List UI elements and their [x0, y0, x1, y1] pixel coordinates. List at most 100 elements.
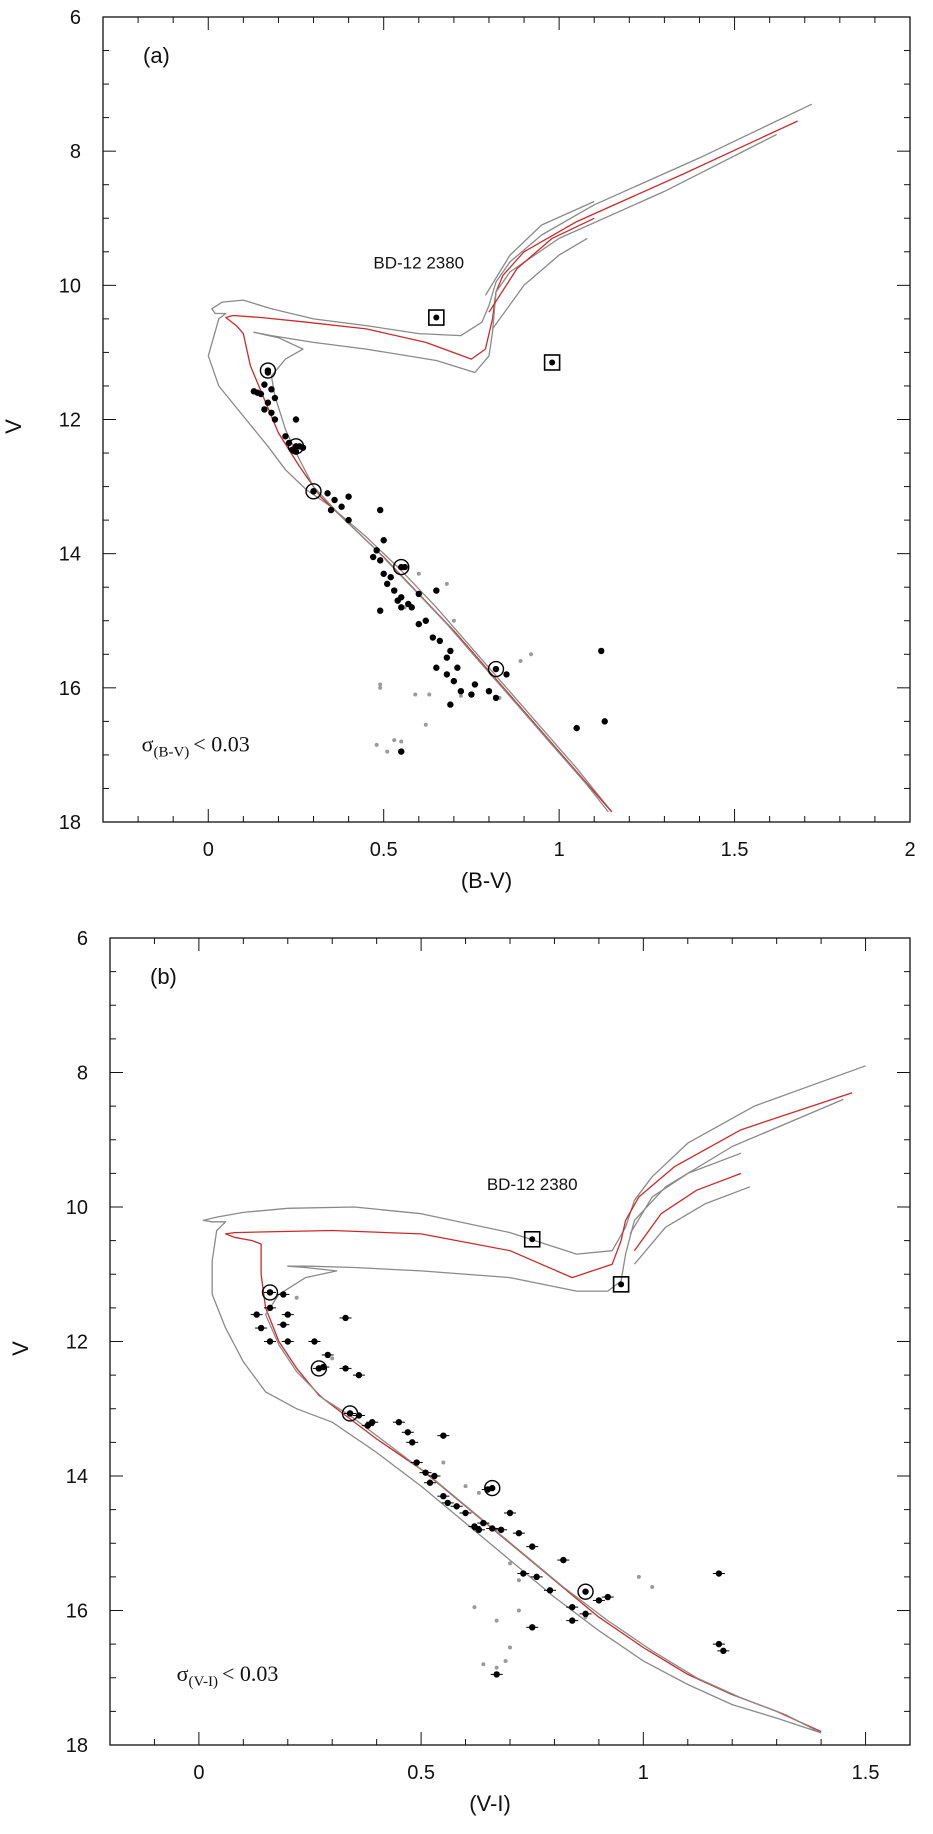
circled-star-ring [487, 660, 505, 678]
member-star [415, 620, 422, 628]
member-star [409, 1439, 416, 1446]
sigma-threshold: < 0.03 [222, 1661, 278, 1686]
member-star [529, 1543, 536, 1550]
isochrone-rgb-2 [488, 217, 595, 313]
x-tick-label: 0 [193, 1762, 204, 1784]
boxed-star-square [543, 354, 561, 371]
member-star [520, 1570, 527, 1577]
member-star [595, 1597, 603, 1604]
member-star [384, 580, 391, 588]
member-star [280, 1291, 287, 1298]
circled-star-ring [393, 558, 410, 576]
member-star [324, 490, 331, 497]
member-star [431, 1472, 438, 1480]
boxed-star-square [612, 1276, 630, 1293]
member-star [271, 394, 279, 402]
member-star [408, 604, 415, 611]
field-star [476, 1490, 481, 1495]
circled-star-ring [484, 1479, 501, 1497]
member-star [268, 386, 275, 393]
member-star [443, 671, 451, 678]
field-star [441, 1460, 446, 1465]
field-star [378, 685, 383, 690]
x-tick-label: 1 [638, 1762, 649, 1784]
boxed-star [433, 314, 440, 321]
isochrone-upper [207, 103, 813, 813]
boxed-star-square [523, 1230, 541, 1248]
member-star [311, 1338, 318, 1345]
panel-label: (a) [143, 43, 170, 68]
sigma-symbol: σ [142, 732, 154, 757]
member-star [485, 687, 493, 695]
field-star [392, 738, 397, 743]
field-star [423, 722, 428, 727]
isochrone-upper [202, 1065, 866, 1734]
field-star [516, 1608, 521, 1613]
member-star [369, 553, 377, 561]
member-star [261, 406, 268, 413]
member-star [454, 664, 461, 671]
field-star [330, 1356, 335, 1361]
field-star [494, 1665, 499, 1670]
member-star [250, 388, 258, 395]
member-star [440, 1492, 447, 1500]
member-star [395, 1419, 403, 1426]
circled-star-ring [261, 1284, 279, 1301]
y-tick-label: 18 [66, 1735, 88, 1757]
member-star [436, 637, 444, 645]
member-star [492, 694, 500, 702]
sigma-subscript: (V-I) [189, 1674, 218, 1690]
member-star [376, 557, 384, 564]
isochrone-rgb-3 [633, 1186, 751, 1265]
circled-star-ring [287, 438, 305, 455]
y-tick-label: 8 [77, 1063, 88, 1085]
member-star [264, 399, 272, 406]
member-star [503, 671, 510, 678]
isochrone-lower [264, 1098, 844, 1734]
circled-star [582, 1588, 589, 1595]
isochrone-best [224, 1092, 853, 1733]
field-star [518, 659, 523, 663]
member-star [573, 724, 580, 732]
member-star [280, 1321, 287, 1328]
member-star [471, 681, 479, 688]
panel-b-cmd-vi: 0 0.5 1 1.5 6 8 10 12 14 16 18 (V-I) V (b) BD-12 2380 σ… [8, 928, 911, 1816]
member-star [284, 1338, 291, 1345]
member-star [398, 604, 405, 611]
x-axis-label: (V-I) [469, 1791, 511, 1816]
x-tick-label: 0 [203, 839, 214, 861]
member-star [345, 493, 352, 500]
circled-star-ring [259, 362, 277, 379]
member-star [268, 409, 275, 416]
member-star [497, 1526, 505, 1534]
circled-star [315, 1365, 323, 1372]
circled-star [489, 1484, 496, 1492]
member-star [257, 1324, 265, 1332]
sigma-subscript: (B-V) [153, 745, 189, 761]
circled-star [266, 1289, 274, 1296]
member-star [433, 587, 440, 594]
member-star [468, 691, 475, 698]
isochrone-lower [253, 133, 777, 813]
member-star [376, 607, 384, 614]
member-star [422, 1469, 429, 1476]
field-star [294, 1295, 299, 1300]
member-star [413, 1459, 420, 1466]
member-star [569, 1603, 576, 1611]
member-star [282, 433, 289, 440]
x-tick-label: 2 [904, 839, 915, 861]
isochrone-rgb-3 [491, 237, 588, 330]
boxed-star [529, 1236, 536, 1243]
member-star [387, 573, 394, 581]
member-star [604, 1593, 611, 1601]
field-star [374, 742, 379, 747]
member-star [582, 1610, 589, 1618]
field-star [503, 1658, 508, 1663]
field-star [508, 1561, 512, 1566]
member-star [471, 1523, 478, 1530]
y-tick-label: 12 [66, 1332, 88, 1354]
x-tick-label: 1 [554, 839, 565, 861]
y-tick-label: 8 [70, 141, 81, 163]
panel-a-cmd-bv: 0 0.5 1 1.5 2 6 8 10 12 14 16 18 (B-V) V (a) BD-12 2380… [1, 7, 916, 893]
member-star [345, 516, 352, 524]
